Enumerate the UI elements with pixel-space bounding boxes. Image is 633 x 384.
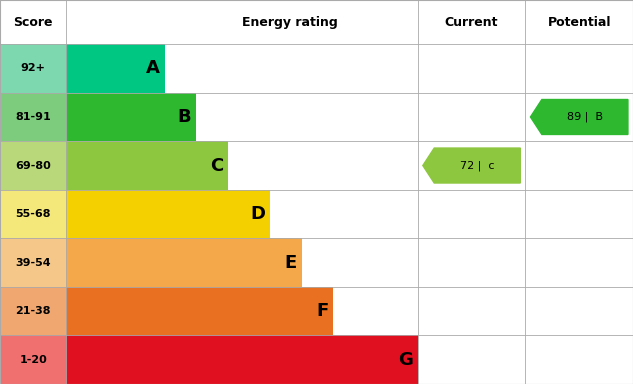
Text: A: A [146,60,160,78]
Text: C: C [210,157,223,175]
Bar [0,287,66,336]
Bar [66,190,270,238]
Bar [66,93,196,141]
Text: B: B [178,108,191,126]
Bar [0,336,66,384]
Text: D: D [250,205,265,223]
Text: Current: Current [445,16,498,28]
Bar [66,336,418,384]
Bar [66,287,334,336]
Text: 69-80: 69-80 [15,161,51,170]
Text: G: G [398,351,413,369]
Bar [66,44,165,93]
Text: Potential: Potential [548,16,611,28]
Bar [0,190,66,238]
Text: F: F [316,302,329,320]
Polygon shape [530,99,628,134]
Text: 1-20: 1-20 [20,355,47,365]
Polygon shape [423,148,520,183]
Bar [0,0,633,44]
Text: 39-54: 39-54 [15,258,51,268]
Text: 81-91: 81-91 [15,112,51,122]
Bar [0,238,66,287]
Text: 89 |  B: 89 | B [567,112,603,122]
Bar [66,238,302,287]
Bar [0,141,66,190]
Text: Energy rating: Energy rating [242,16,338,28]
Text: 92+: 92+ [21,63,46,73]
Bar [66,141,228,190]
Text: Score: Score [13,16,53,28]
Text: 72 |  c: 72 | c [460,160,494,171]
Text: 55-68: 55-68 [15,209,51,219]
Bar [0,93,66,141]
Text: 21-38: 21-38 [15,306,51,316]
Bar [0,44,66,93]
Text: E: E [284,253,297,271]
